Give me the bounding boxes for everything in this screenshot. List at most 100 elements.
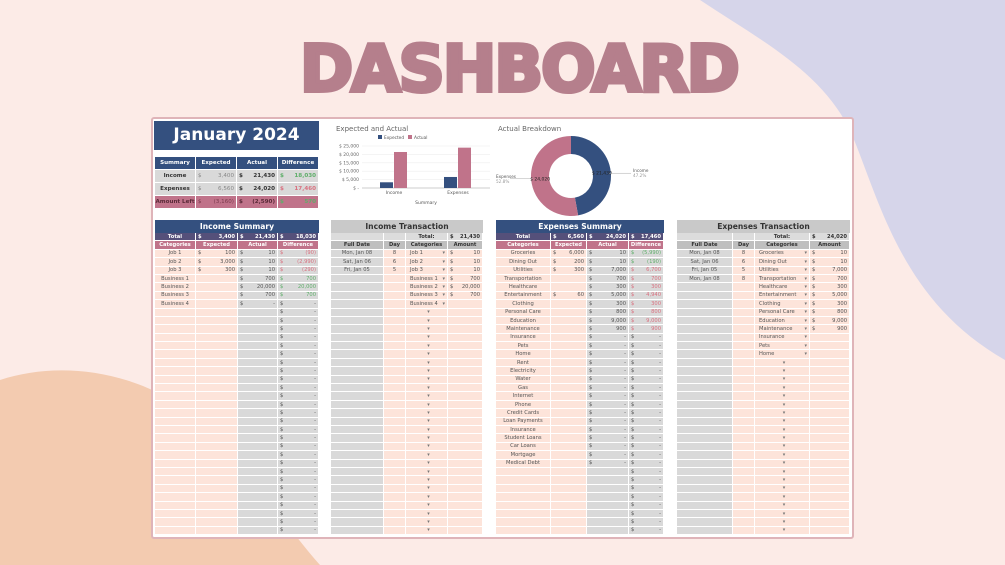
date-cell[interactable] [677,434,733,442]
category-dropdown[interactable]: Business 1 [406,274,448,283]
category-dropdown[interactable]: Entertainment [755,291,810,300]
day-cell[interactable] [384,501,406,509]
amount-cell[interactable] [810,425,850,434]
category-dropdown[interactable]: Utilities [755,266,810,274]
amount-cell[interactable] [448,409,483,417]
category-dropdown[interactable]: Job 2 [406,258,448,266]
date-cell[interactable] [331,509,384,518]
day-cell[interactable] [384,316,406,325]
category-dropdown[interactable] [406,484,448,493]
date-cell[interactable]: Fri, Jan 05 [677,266,733,274]
amount-cell[interactable] [448,350,483,358]
category-dropdown[interactable] [406,316,448,325]
day-cell[interactable] [384,300,406,308]
amount-cell[interactable]: 20,000 [448,283,483,291]
date-cell[interactable] [331,518,384,526]
amount-cell[interactable] [810,501,850,509]
day-cell[interactable] [733,400,755,409]
date-cell[interactable]: Mon, Jan 08 [677,249,733,258]
day-cell[interactable] [733,526,755,535]
category-dropdown[interactable] [755,375,810,384]
amount-cell[interactable] [448,325,483,333]
day-cell[interactable] [733,350,755,358]
date-cell[interactable] [677,518,733,526]
amount-cell[interactable] [810,342,850,350]
day-cell[interactable] [733,417,755,425]
date-cell[interactable] [677,400,733,409]
date-cell[interactable] [331,425,384,434]
amount-cell[interactable] [448,375,483,384]
date-cell[interactable] [677,509,733,518]
date-cell[interactable] [331,333,384,342]
day-cell[interactable] [384,291,406,300]
category-dropdown[interactable] [406,434,448,442]
amount-cell[interactable] [810,392,850,400]
day-cell[interactable] [733,509,755,518]
day-cell[interactable] [733,342,755,350]
date-cell[interactable] [677,375,733,384]
day-cell[interactable]: 8 [733,249,755,258]
amount-cell[interactable] [810,367,850,375]
category-dropdown[interactable] [406,392,448,400]
day-cell[interactable] [384,350,406,358]
category-dropdown[interactable] [406,467,448,476]
amount-cell[interactable] [810,526,850,535]
date-cell[interactable] [677,467,733,476]
amount-cell[interactable] [448,476,483,484]
date-cell[interactable] [677,484,733,493]
day-cell[interactable] [384,392,406,400]
amount-cell[interactable] [448,434,483,442]
date-cell[interactable] [331,476,384,484]
date-cell[interactable] [677,300,733,308]
date-cell[interactable] [677,342,733,350]
day-cell[interactable] [384,333,406,342]
amount-cell[interactable] [810,493,850,501]
amount-cell[interactable] [448,400,483,409]
amount-cell[interactable] [810,358,850,367]
amount-cell[interactable]: 900 [810,325,850,333]
date-cell[interactable] [331,417,384,425]
day-cell[interactable] [384,467,406,476]
day-cell[interactable] [384,442,406,451]
amount-cell[interactable] [810,509,850,518]
date-cell[interactable] [331,459,384,467]
category-dropdown[interactable] [755,526,810,535]
date-cell[interactable] [331,308,384,316]
day-cell[interactable] [733,459,755,467]
category-dropdown[interactable]: Job 1 [406,249,448,258]
amount-cell[interactable] [448,316,483,325]
day-cell[interactable] [384,400,406,409]
category-dropdown[interactable]: Groceries [755,249,810,258]
date-cell[interactable] [331,350,384,358]
date-cell[interactable] [331,342,384,350]
category-dropdown[interactable] [406,308,448,316]
category-dropdown[interactable] [406,358,448,367]
day-cell[interactable] [733,518,755,526]
date-cell[interactable] [677,333,733,342]
amount-cell[interactable] [448,384,483,392]
amount-cell[interactable] [810,476,850,484]
amount-cell[interactable]: 7,000 [810,266,850,274]
date-cell[interactable] [677,493,733,501]
category-dropdown[interactable] [755,509,810,518]
amount-cell[interactable] [448,425,483,434]
category-dropdown[interactable] [755,367,810,375]
category-dropdown[interactable] [755,451,810,459]
date-cell[interactable]: Sat, Jan 06 [331,258,384,266]
category-dropdown[interactable] [406,342,448,350]
day-cell[interactable] [384,459,406,467]
amount-cell[interactable]: 300 [810,283,850,291]
day-cell[interactable] [384,484,406,493]
category-dropdown[interactable] [406,409,448,417]
amount-cell[interactable]: 10 [810,249,850,258]
day-cell[interactable] [733,300,755,308]
day-cell[interactable] [733,442,755,451]
category-dropdown[interactable] [406,501,448,509]
date-cell[interactable] [677,367,733,375]
date-cell[interactable] [677,392,733,400]
date-cell[interactable] [331,409,384,417]
category-dropdown[interactable] [406,425,448,434]
date-cell[interactable] [331,325,384,333]
date-cell[interactable] [677,325,733,333]
category-dropdown[interactable]: Healthcare [755,283,810,291]
